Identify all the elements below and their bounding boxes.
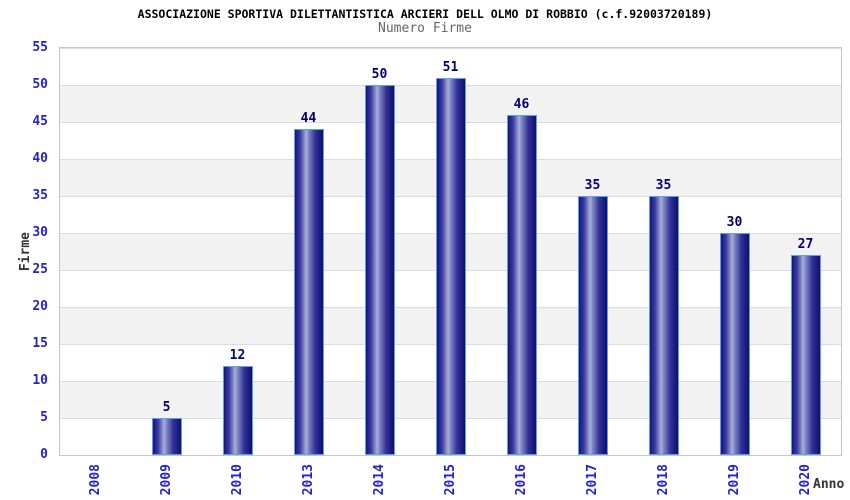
chart-subtitle: Numero Firme xyxy=(378,21,472,36)
x-tick-label-2009: 2009 xyxy=(158,464,174,496)
bar-2010 xyxy=(222,366,253,455)
x-tick-label-2013: 2013 xyxy=(300,464,316,496)
x-tick-label-2016: 2016 xyxy=(513,464,529,496)
bar-value-label: 5 xyxy=(162,400,171,415)
y-tick-label: 5 xyxy=(40,410,48,425)
bar-2017 xyxy=(577,196,608,455)
x-tick-label-2015: 2015 xyxy=(442,464,458,496)
chart-title: ASSOCIAZIONE SPORTIVA DILETTANTISTICA AR… xyxy=(137,7,713,21)
bar-2019 xyxy=(719,233,750,455)
bar-2015 xyxy=(435,77,466,455)
bar-value-label: 50 xyxy=(371,67,388,82)
bar-2013 xyxy=(293,129,324,455)
bar-value-label: 30 xyxy=(726,215,743,230)
bar-2016 xyxy=(506,114,537,455)
y-tick-label: 50 xyxy=(32,77,48,92)
bar-2014 xyxy=(364,85,395,455)
bar-value-label: 51 xyxy=(442,59,459,75)
bar-value-label: 27 xyxy=(797,237,814,253)
x-tick-label-2008: 2008 xyxy=(87,464,103,496)
y-tick-label: 40 xyxy=(32,151,48,166)
x-tick-label-2019: 2019 xyxy=(726,464,742,496)
x-tick-label-2017: 2017 xyxy=(584,464,600,496)
bar-2020 xyxy=(790,255,821,455)
y-tick-label: 10 xyxy=(32,373,48,388)
bar-value-label: 44 xyxy=(300,111,317,127)
bar-value-label: 12 xyxy=(229,348,246,364)
x-tick-label-2020: 2020 xyxy=(797,464,813,496)
y-tick-label: 0 xyxy=(40,447,48,462)
y-tick-label: 55 xyxy=(32,40,48,55)
x-tick-label-2010: 2010 xyxy=(229,464,245,496)
plot-area: 5 12 44 50 51 46 35 35 30 27 xyxy=(59,47,842,456)
y-tick-label: 15 xyxy=(32,336,48,351)
y-tick-label: 35 xyxy=(32,188,48,203)
bar-value-label: 35 xyxy=(584,178,601,193)
y-tick-label: 45 xyxy=(32,114,48,129)
y-tick-label: 25 xyxy=(32,262,48,277)
bar-2009 xyxy=(151,418,182,455)
bar-2018 xyxy=(648,196,679,455)
y-tick-label: 20 xyxy=(32,299,48,314)
x-tick-label-2018: 2018 xyxy=(655,464,671,496)
y-tick-label: 30 xyxy=(32,225,48,240)
x-axis-title: Anno xyxy=(813,477,845,492)
x-tick-label-2014: 2014 xyxy=(371,464,387,496)
bar-value-label: 46 xyxy=(513,96,530,112)
bar-value-label: 35 xyxy=(655,178,672,193)
